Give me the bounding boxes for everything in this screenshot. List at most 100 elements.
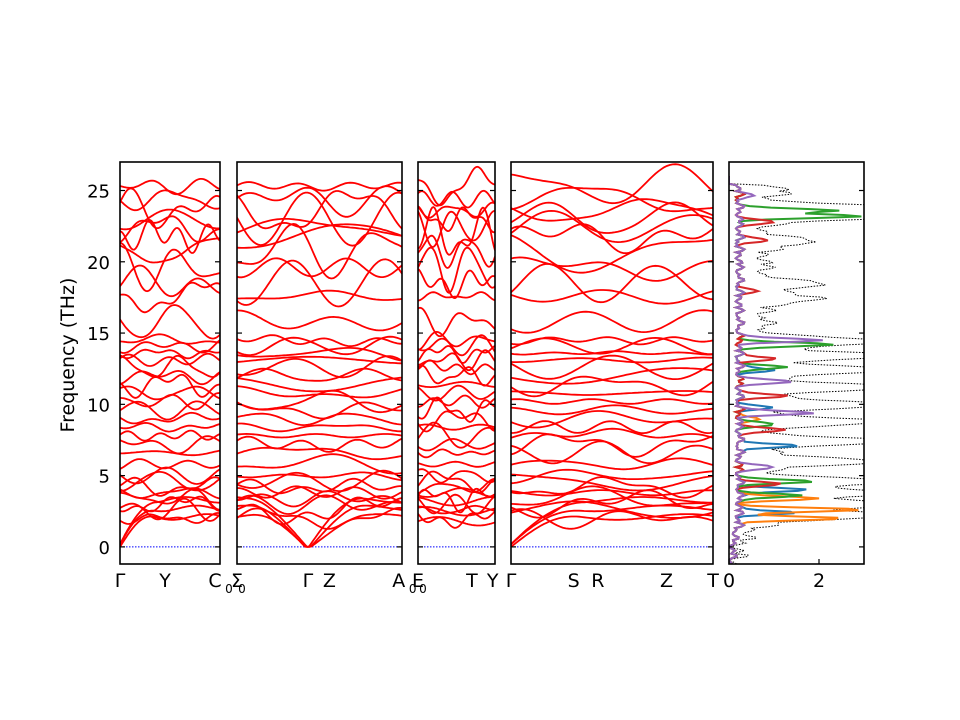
acoustic-branch bbox=[418, 506, 495, 517]
optical-branch bbox=[511, 457, 713, 471]
optical-branch bbox=[511, 354, 713, 380]
band-lines bbox=[120, 178, 220, 548]
optical-branch bbox=[120, 348, 220, 360]
kpoint-label: Γ bbox=[506, 570, 517, 592]
optical-branch bbox=[511, 473, 713, 492]
optical-branch bbox=[418, 470, 495, 494]
optical-branch bbox=[418, 364, 495, 387]
optical-branch bbox=[511, 375, 713, 398]
optical-branch bbox=[120, 458, 220, 470]
kpoint-subscript: 0 bbox=[238, 582, 246, 596]
optical-branch bbox=[418, 421, 495, 449]
optical-branch bbox=[237, 222, 402, 280]
dos-x-tick-label: 2 bbox=[813, 570, 825, 592]
optical-branch bbox=[237, 335, 402, 357]
optical-branch bbox=[511, 468, 713, 485]
optical-branch bbox=[418, 437, 495, 452]
optical-branch bbox=[120, 215, 220, 244]
optical-branch bbox=[120, 369, 220, 386]
partial-dos-curve bbox=[729, 176, 823, 564]
optical-branch bbox=[120, 411, 220, 425]
optical-branch bbox=[511, 186, 713, 213]
kpoint-label: T bbox=[706, 570, 719, 592]
kpoint-label: Z bbox=[660, 570, 673, 592]
kpoint-label: R bbox=[591, 570, 604, 592]
panel-frame bbox=[510, 161, 714, 565]
kpoint-label: Γ bbox=[115, 570, 126, 592]
optical-branch bbox=[511, 489, 713, 497]
y-tick-labels: 0 5 10 15 20 25 bbox=[87, 182, 110, 559]
optical-branch bbox=[120, 421, 220, 433]
optical-branch bbox=[237, 309, 402, 332]
optical-branch bbox=[237, 223, 402, 249]
optical-branch bbox=[120, 512, 220, 525]
band-lines bbox=[511, 163, 713, 548]
optical-branch bbox=[120, 208, 220, 231]
optical-branch bbox=[237, 471, 402, 482]
optical-branch bbox=[418, 330, 495, 351]
acoustic-branch bbox=[120, 496, 220, 545]
acoustic-branch bbox=[120, 513, 220, 548]
kpoint-label: Σ bbox=[231, 570, 243, 592]
optical-branch bbox=[511, 420, 713, 435]
optical-branch bbox=[120, 178, 220, 196]
optical-branch bbox=[418, 234, 495, 269]
optical-branch bbox=[418, 384, 495, 402]
optical-branch bbox=[511, 433, 713, 458]
optical-branch bbox=[511, 410, 713, 429]
optical-branch bbox=[237, 422, 402, 433]
kpoint-label: Γ bbox=[303, 570, 314, 592]
optical-branch bbox=[511, 404, 713, 416]
panel-frame bbox=[417, 161, 496, 565]
optical-branch bbox=[511, 500, 713, 519]
optical-branch bbox=[418, 165, 495, 207]
kpoint-label: Z bbox=[323, 570, 336, 592]
optical-branch bbox=[237, 490, 402, 508]
optical-branch bbox=[511, 489, 713, 519]
optical-branch bbox=[237, 432, 402, 439]
optical-branch bbox=[237, 506, 402, 530]
optical-branch bbox=[418, 246, 495, 294]
optical-branch bbox=[511, 209, 713, 244]
optical-branch bbox=[418, 487, 495, 498]
panel-frame bbox=[119, 161, 221, 565]
dos-curves bbox=[729, 176, 864, 564]
optical-branch bbox=[237, 355, 402, 365]
optical-branch bbox=[418, 205, 495, 234]
optical-branch bbox=[120, 385, 220, 401]
optical-branch bbox=[237, 289, 402, 301]
acoustic-branch bbox=[237, 496, 402, 548]
optical-branch bbox=[120, 400, 220, 421]
y-tick-label: 25 bbox=[87, 182, 110, 203]
optical-branch bbox=[418, 359, 495, 376]
optical-branch bbox=[120, 304, 220, 340]
optical-branch bbox=[120, 373, 220, 399]
optical-branch bbox=[418, 448, 495, 459]
dos-frame bbox=[728, 161, 865, 565]
optical-branch bbox=[418, 306, 495, 338]
optical-branch bbox=[511, 367, 713, 385]
optical-branch bbox=[237, 258, 402, 308]
optical-branch bbox=[511, 476, 713, 499]
kpoint-subscript: 0 bbox=[409, 582, 417, 596]
optical-branch bbox=[120, 333, 220, 345]
optical-branch bbox=[418, 206, 495, 256]
optical-branch bbox=[418, 334, 495, 357]
optical-branch bbox=[418, 189, 495, 209]
optical-branch bbox=[120, 429, 220, 442]
kpoint-label: C bbox=[208, 570, 221, 592]
optical-branch bbox=[511, 309, 713, 334]
kpoint-label: S bbox=[568, 570, 580, 592]
optical-branch bbox=[237, 435, 402, 453]
optical-branch bbox=[511, 198, 713, 222]
optical-branch bbox=[511, 427, 713, 439]
optical-branch bbox=[511, 336, 713, 346]
optical-branch bbox=[120, 187, 220, 230]
acoustic-branch bbox=[237, 513, 402, 548]
acoustic-branch bbox=[511, 513, 713, 548]
optical-branch bbox=[237, 334, 402, 348]
